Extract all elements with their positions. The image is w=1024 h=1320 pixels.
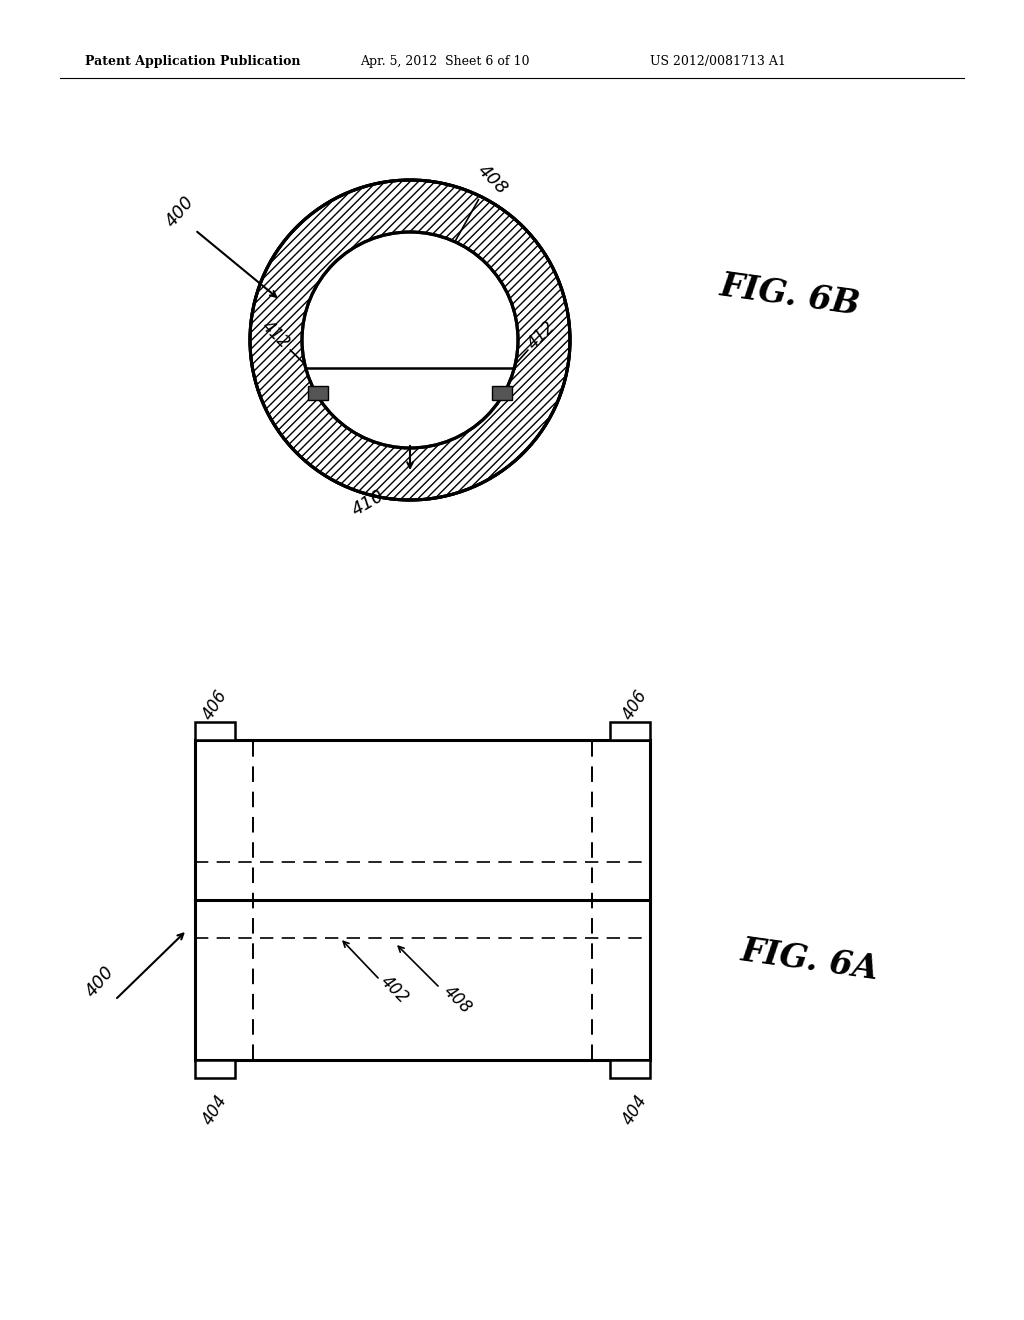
Polygon shape [492, 385, 512, 400]
Bar [610, 722, 650, 741]
Text: Apr. 5, 2012  Sheet 6 of 10: Apr. 5, 2012 Sheet 6 of 10 [360, 55, 529, 69]
Bar [195, 1060, 234, 1078]
Bar [610, 1060, 650, 1078]
Bar [195, 741, 650, 1060]
Text: US 2012/0081713 A1: US 2012/0081713 A1 [650, 55, 785, 69]
Text: 400: 400 [162, 193, 198, 231]
Text: 412: 412 [258, 317, 293, 352]
Text: FIG. 6A: FIG. 6A [739, 935, 881, 986]
Text: 410: 410 [348, 487, 387, 519]
Text: 406: 406 [618, 686, 651, 723]
Text: 408: 408 [473, 161, 511, 198]
Text: FIG. 6B: FIG. 6B [718, 269, 862, 321]
Text: 404: 404 [618, 1092, 651, 1129]
Text: 404: 404 [199, 1092, 231, 1129]
Circle shape [250, 180, 570, 500]
Bar [195, 722, 234, 741]
Text: 406: 406 [199, 686, 231, 723]
Polygon shape [308, 385, 329, 400]
Text: 400: 400 [82, 964, 118, 1001]
Text: 412: 412 [524, 317, 559, 352]
Circle shape [302, 232, 518, 447]
Polygon shape [302, 232, 518, 368]
Text: 408: 408 [440, 982, 475, 1018]
Text: 402: 402 [378, 973, 413, 1007]
Text: Patent Application Publication: Patent Application Publication [85, 55, 300, 69]
Polygon shape [306, 341, 514, 447]
Polygon shape [308, 378, 511, 447]
